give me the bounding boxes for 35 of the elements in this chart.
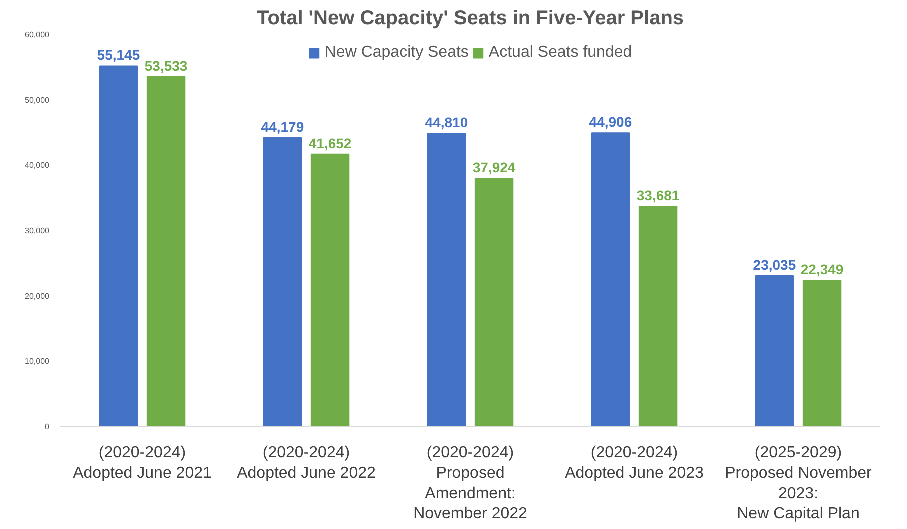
bar <box>591 132 630 426</box>
x-tick-label: (2020-2024) Adopted June 2023 <box>565 444 704 482</box>
x-tick-label: (2020-2024) Adopted June 2022 <box>237 444 376 482</box>
data-label: 44,906 <box>589 114 632 130</box>
legend-label: New Capacity Seats <box>324 44 469 62</box>
bar <box>146 76 186 426</box>
chart-title: Total 'New Capacity' Seats in Five-Year Plans <box>256 8 684 30</box>
y-tick-label: 20,000 <box>25 292 50 301</box>
bar <box>310 154 350 426</box>
bar <box>755 276 794 426</box>
y-tick-label: 60,000 <box>25 30 50 40</box>
x-tick-label: (2020-2024) Proposed Amendment: November 2022 <box>414 444 528 523</box>
data-label: 53,533 <box>144 58 188 74</box>
legend-label: Actual Seats funded <box>488 44 632 62</box>
bar <box>474 178 514 426</box>
y-tick-label: 40,000 <box>25 161 50 170</box>
data-label: 37,924 <box>472 160 516 176</box>
bar <box>263 137 302 426</box>
bar <box>99 66 138 426</box>
data-label: 22,349 <box>800 261 844 278</box>
x-tick-label: (2020-2024) Adopted June 2021 <box>73 444 212 482</box>
bar <box>802 280 842 426</box>
data-label: 41,652 <box>308 135 352 152</box>
data-label: 33,681 <box>636 187 680 204</box>
data-label: 44,810 <box>425 114 468 131</box>
y-tick-label: 50,000 <box>25 96 50 105</box>
data-label: 23,035 <box>753 257 796 274</box>
data-label: 55,145 <box>97 47 140 64</box>
y-tick-label: 0 <box>45 422 50 432</box>
bar <box>638 206 678 426</box>
x-tick-label: (2025-2029) Proposed November 2023: New Capital Plan <box>725 444 873 523</box>
bar <box>427 133 466 426</box>
y-tick-label: 30,000 <box>25 226 50 236</box>
y-tick-label: 10,000 <box>25 357 50 366</box>
data-label: 44,179 <box>261 118 304 135</box>
